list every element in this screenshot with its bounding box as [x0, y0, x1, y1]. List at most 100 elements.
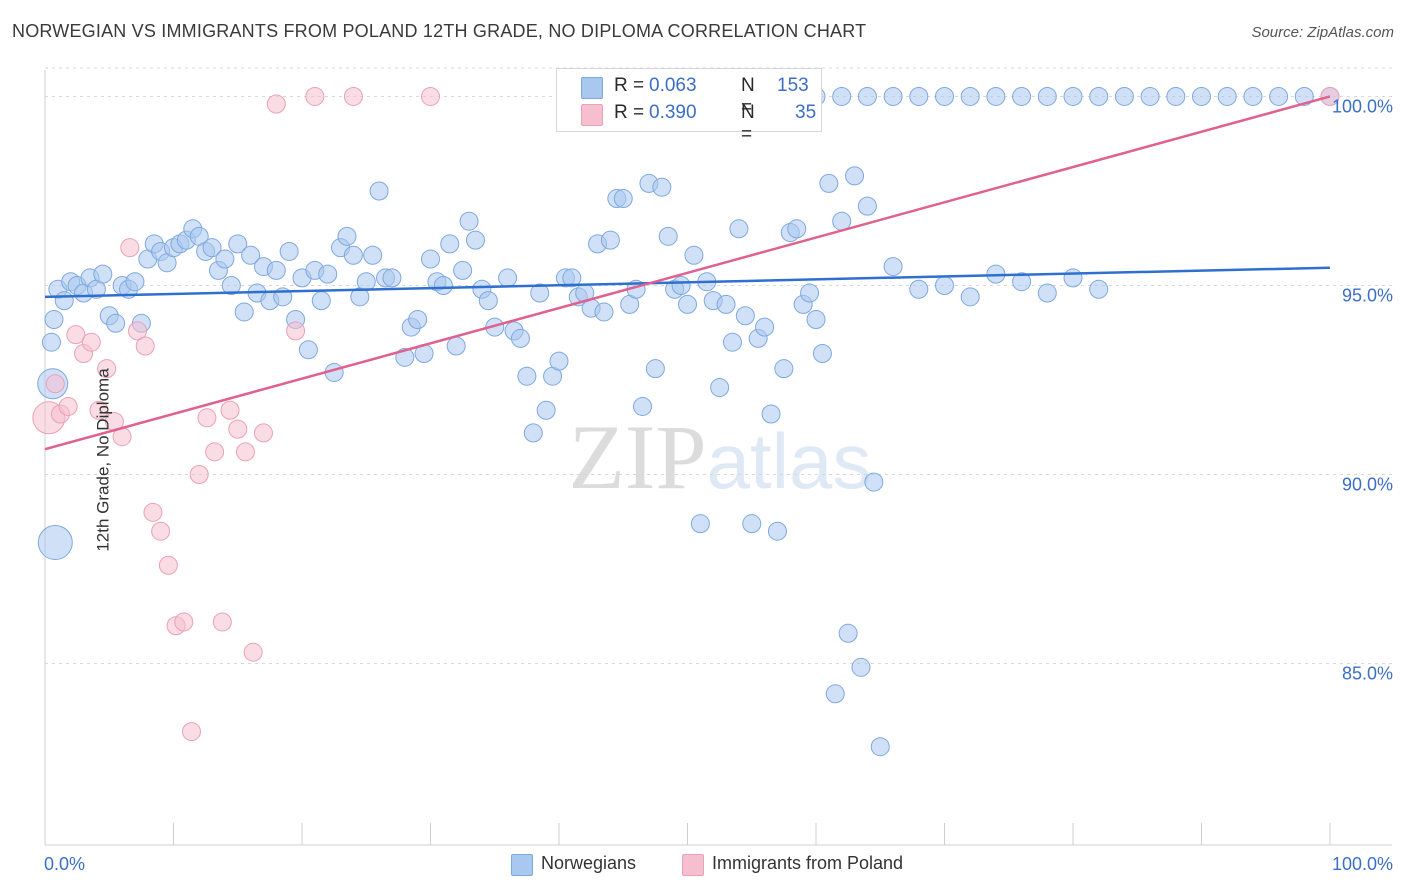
y-tick-label: 85.0% [1342, 664, 1393, 684]
norwegians-point [864, 472, 884, 492]
poland-point [89, 400, 109, 420]
norwegians-point [722, 332, 742, 352]
norwegians-point [633, 396, 653, 416]
poland-point [212, 612, 232, 632]
norwegians-point [800, 283, 820, 303]
x-tick-label: 100.0% [1332, 854, 1393, 874]
norwegians-point [761, 404, 781, 424]
norwegians-point [234, 302, 254, 322]
y-axis-label: 12th Grade, No Diploma [94, 368, 114, 551]
norwegians-point [742, 514, 762, 534]
norwegians-point [446, 336, 466, 356]
poland-point [151, 521, 171, 541]
norwegians-point [935, 86, 954, 106]
norwegians-points [37, 86, 1340, 757]
norwegians-point [279, 241, 299, 261]
norwegians-point [106, 313, 126, 333]
norwegians-point [41, 332, 61, 352]
norwegians-point [755, 317, 775, 337]
norwegians-point [530, 283, 550, 303]
norwegians-point [298, 340, 318, 360]
norwegians-point [1140, 86, 1160, 106]
poland-point [421, 86, 440, 106]
y-tick-label: 90.0% [1342, 475, 1393, 495]
norwegians-point [600, 230, 620, 250]
norwegians-point [382, 268, 402, 288]
norwegians-point [594, 302, 614, 322]
norwegians-point [909, 279, 929, 299]
norwegians-point [266, 260, 286, 280]
watermark-atlas: atlas [707, 417, 872, 505]
bottom-legend-swatch-pink [682, 854, 704, 876]
x-tick-labels: 0.0% 100.0% [44, 854, 1393, 874]
legend-swatch-pink [581, 104, 603, 126]
norwegians-point [729, 219, 749, 239]
norwegians-point [562, 268, 582, 288]
norwegians-point [845, 166, 865, 186]
y-tick-labels: 85.0% 90.0% 95.0% 100.0% [1332, 96, 1393, 683]
norwegians-point [716, 294, 736, 314]
norwegians-point [363, 245, 383, 265]
norwegians-point [510, 328, 530, 348]
norwegians-point [1012, 86, 1032, 106]
norwegians-point [228, 234, 248, 254]
norwegians-point [825, 684, 845, 704]
norwegians-point [337, 226, 357, 246]
axes [44, 70, 1392, 846]
poland-trend-line [44, 95, 1331, 451]
legend-n-label: N = [741, 102, 755, 145]
norwegians-point [678, 294, 697, 314]
poland-point [81, 332, 101, 352]
norwegians-point [1243, 86, 1263, 106]
norwegians-point [1037, 86, 1057, 106]
norwegians-point [671, 275, 691, 295]
norwegians-point [645, 359, 665, 379]
poland-point [45, 374, 65, 394]
bottom-legend-swatch-blue [511, 854, 533, 876]
norwegians-point [440, 234, 460, 254]
legend-r-value: 0.063 [649, 75, 697, 96]
poland-point [135, 336, 155, 356]
norwegians-point [935, 275, 954, 295]
legend-n-label: N = [741, 75, 755, 118]
poland-point [228, 419, 248, 439]
norwegians-point [883, 86, 903, 106]
norwegians-point [832, 86, 852, 106]
norwegians-point [318, 264, 338, 284]
norwegians-point [710, 378, 730, 398]
y-tick-label: 95.0% [1342, 285, 1393, 305]
poland-point [266, 94, 286, 114]
poland-point [286, 321, 306, 341]
watermark-zip: ZIP [569, 406, 707, 508]
legend-n-value: 35 [795, 102, 817, 123]
norwegians-point [787, 219, 807, 239]
y-axis-label-text: 12th Grade, No Diploma [93, 368, 113, 552]
norwegians-point [684, 245, 704, 265]
norwegians-point [767, 521, 787, 541]
legend-r-label: R = [614, 102, 645, 123]
norwegians-point [1192, 86, 1211, 106]
norwegians-point [93, 264, 113, 284]
norwegians-point [459, 211, 479, 231]
poland-point [128, 321, 148, 341]
norwegians-point [819, 173, 839, 193]
gridlines [45, 67, 1392, 665]
legend-n-value: 153 [777, 75, 809, 96]
trend-lines [44, 95, 1331, 451]
norwegians-point [1269, 86, 1289, 106]
norwegians-point [498, 268, 518, 288]
norwegians-point [613, 189, 633, 209]
stats-legend: R = 0.063 N = 153 R = 0.390 N = 35 [556, 68, 822, 145]
norwegians-point [870, 737, 890, 757]
norwegians-point [838, 623, 858, 643]
poland-point [197, 408, 217, 428]
norwegians-trend-line [44, 266, 1331, 299]
norwegians-point [517, 366, 537, 386]
norwegians-point [54, 291, 74, 311]
norwegians-point [453, 260, 473, 280]
norwegians-point [356, 272, 376, 292]
bottom-legend-label: Immigrants from Poland [712, 853, 904, 873]
legend-r-value: 0.390 [649, 102, 697, 123]
norwegians-point [465, 230, 485, 250]
norwegians-point [523, 423, 543, 443]
